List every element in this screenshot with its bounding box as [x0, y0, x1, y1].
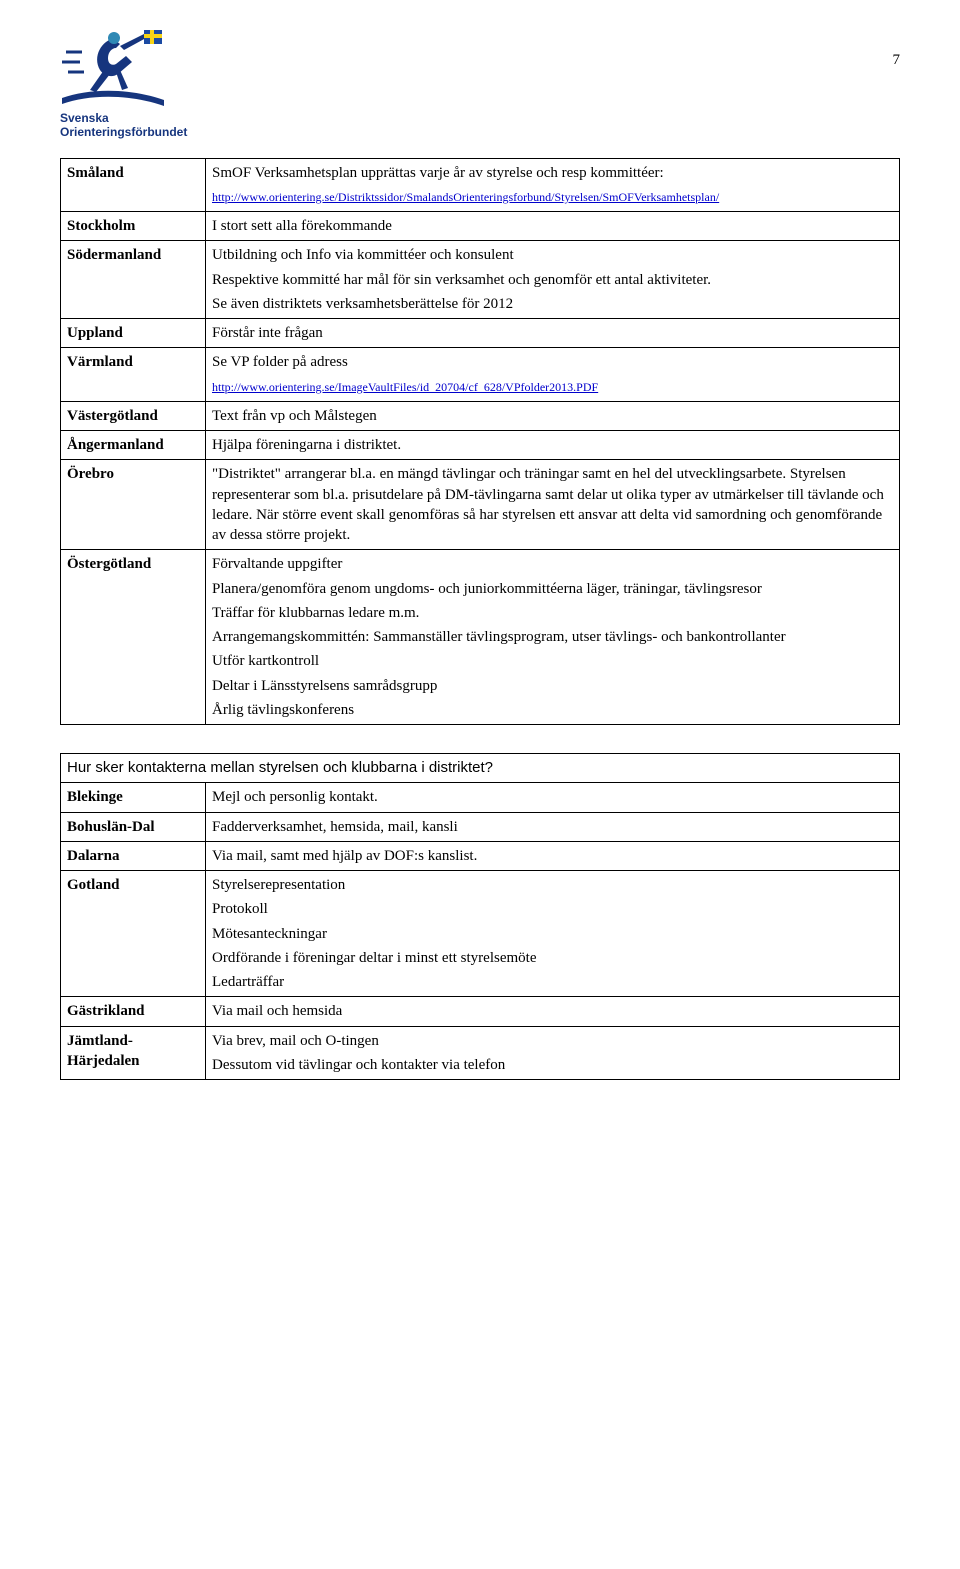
table-contacts: Hur sker kontakterna mellan styrelsen oc… [60, 753, 900, 1080]
text-line: Deltar i Länsstyrelsens samrådsgrupp [212, 676, 893, 696]
table-activities: Småland SmOF Verksamhetsplan upprättas va… [60, 158, 900, 726]
row-label: Dalarna [61, 841, 206, 870]
text-line: Ordförande i föreningar deltar i minst e… [212, 948, 893, 968]
row-label: Gotland [61, 871, 206, 997]
table-row: Uppland Förstår inte frågan [61, 319, 900, 348]
orienteering-logo-icon [60, 30, 170, 108]
row-label: Jämtland-Härjedalen [61, 1026, 206, 1080]
page-header: Svenska Orienteringsförbundet 7 [60, 30, 900, 140]
row-label: Örebro [61, 460, 206, 550]
table-row: Bohuslän-Dal Fadderverksamhet, hemsida, m… [61, 812, 900, 841]
row-content: Förstår inte frågan [206, 319, 900, 348]
table-row: Södermanland Utbildning och Info via komm… [61, 241, 900, 319]
table-row: Gotland Styrelserepresentation Protokoll Mö… [61, 871, 900, 997]
text-line: Träffar för klubbarnas ledare m.m. [212, 603, 893, 623]
logo-line1: Svenska [60, 112, 240, 126]
link-line: http://www.orientering.se/Distriktssidor… [212, 187, 893, 207]
row-content: Text från vp och Målstegen [206, 401, 900, 430]
text-line: SmOF Verksamhetsplan upprättas varje år … [212, 163, 893, 183]
row-content: "Distriktet" arrangerar bl.a. en mängd t… [206, 460, 900, 550]
text-line: Planera/genomföra genom ungdoms- och jun… [212, 579, 893, 599]
row-label: Bohuslän-Dal [61, 812, 206, 841]
text-line: Styrelserepresentation [212, 875, 893, 895]
row-content: Mejl och personlig kontakt. [206, 783, 900, 812]
table-row: Östergötland Förvaltande uppgifter Planera… [61, 550, 900, 725]
text-line: Hjälpa föreningarna i distriktet. [212, 435, 893, 455]
logo-line2: Orienteringsförbundet [60, 126, 240, 140]
row-label: Södermanland [61, 241, 206, 319]
table-row: Örebro"Distriktet" arrangerar bl.a. en m… [61, 460, 900, 550]
text-line: "Distriktet" arrangerar bl.a. en mängd t… [212, 464, 893, 545]
table-row: Västergötland Text från vp och Målstegen [61, 401, 900, 430]
text-line: Via brev, mail och O-tingen [212, 1031, 893, 1051]
table-row: Småland SmOF Verksamhetsplan upprättas va… [61, 158, 900, 212]
text-line: Fadderverksamhet, hemsida, mail, kansli [212, 817, 893, 837]
external-link[interactable]: http://www.orientering.se/ImageVaultFile… [212, 380, 598, 394]
row-label: Uppland [61, 319, 206, 348]
text-line: Utför kartkontroll [212, 651, 893, 671]
text-line: Via mail och hemsida [212, 1001, 893, 1021]
row-label: Västergötland [61, 401, 206, 430]
text-line: Via mail, samt med hjälp av DOF:s kansli… [212, 846, 893, 866]
row-label: Värmland [61, 348, 206, 402]
row-label: Småland [61, 158, 206, 212]
table-row: Gästrikland Via mail och hemsida [61, 997, 900, 1026]
row-content: SmOF Verksamhetsplan upprättas varje år … [206, 158, 900, 212]
text-line: Mötesanteckningar [212, 924, 893, 944]
row-content: Hjälpa föreningarna i distriktet. [206, 431, 900, 460]
table-row: Stockholm I stort sett alla förekommande [61, 212, 900, 241]
row-content: Via mail och hemsida [206, 997, 900, 1026]
row-content: Via brev, mail och O-tingen Dessutom vid … [206, 1026, 900, 1080]
row-label: Ångermanland [61, 431, 206, 460]
table-row: Blekinge Mejl och personlig kontakt. [61, 783, 900, 812]
row-content: Se VP folder på adress http://www.oriente… [206, 348, 900, 402]
text-line: Respektive kommitté har mål för sin verk… [212, 270, 893, 290]
table-row: Ångermanland Hjälpa föreningarna i distri… [61, 431, 900, 460]
text-line: Protokoll [212, 899, 893, 919]
text-line: Förstår inte frågan [212, 323, 893, 343]
row-label: Östergötland [61, 550, 206, 725]
table-row: Dalarna Via mail, samt med hjälp av DOF:s… [61, 841, 900, 870]
table-row: Jämtland-HärjedalenVia brev, mail och O-… [61, 1026, 900, 1080]
logo-text: Svenska Orienteringsförbundet [60, 112, 240, 140]
link-line: http://www.orientering.se/ImageVaultFile… [212, 377, 893, 397]
row-label: Stockholm [61, 212, 206, 241]
external-link[interactable]: http://www.orientering.se/Distriktssidor… [212, 190, 719, 204]
text-line: Se även distriktets verksamhetsberättels… [212, 294, 893, 314]
text-line: Utbildning och Info via kommittéer och k… [212, 245, 893, 265]
text-line: Förvaltande uppgifter [212, 554, 893, 574]
text-line: Se VP folder på adress [212, 352, 893, 372]
row-content: Via mail, samt med hjälp av DOF:s kansli… [206, 841, 900, 870]
text-line: Mejl och personlig kontakt. [212, 787, 893, 807]
text-line: Årlig tävlingskonferens [212, 700, 893, 720]
question-row: Hur sker kontakterna mellan styrelsen oc… [61, 754, 900, 783]
row-label: Blekinge [61, 783, 206, 812]
row-content: Fadderverksamhet, hemsida, mail, kansli [206, 812, 900, 841]
page-number: 7 [893, 30, 901, 70]
row-content: I stort sett alla förekommande [206, 212, 900, 241]
row-content: Utbildning och Info via kommittéer och k… [206, 241, 900, 319]
text-line: Arrangemangskommittén: Sammanställer täv… [212, 627, 893, 647]
text-line: Text från vp och Målstegen [212, 406, 893, 426]
row-label: Gästrikland [61, 997, 206, 1026]
text-line: I stort sett alla förekommande [212, 216, 893, 236]
row-content: Förvaltande uppgifter Planera/genomföra g… [206, 550, 900, 725]
text-line: Ledarträffar [212, 972, 893, 992]
row-content: Styrelserepresentation Protokoll Mötesante… [206, 871, 900, 997]
logo: Svenska Orienteringsförbundet [60, 30, 240, 140]
question-text: Hur sker kontakterna mellan styrelsen oc… [61, 754, 900, 783]
table-row: Värmland Se VP folder på adress http://www… [61, 348, 900, 402]
text-line: Dessutom vid tävlingar och kontakter via… [212, 1055, 893, 1075]
